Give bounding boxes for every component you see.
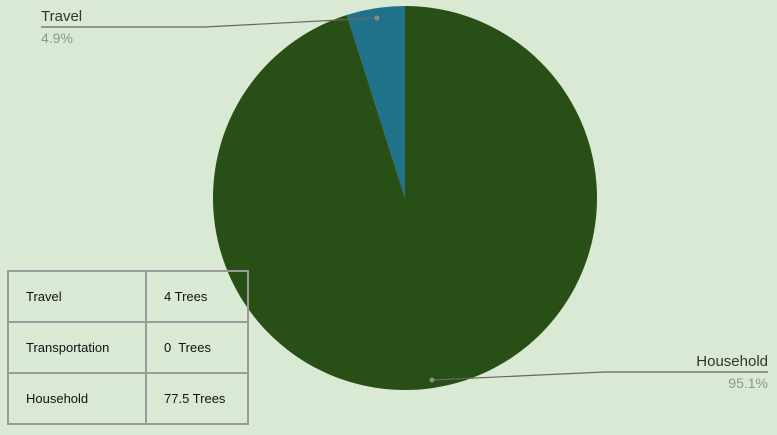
household-leader-dot xyxy=(429,377,435,383)
table-row: Travel 4 Trees xyxy=(7,270,249,323)
table-cell-category: Transportation xyxy=(7,321,147,374)
travel-leader-line xyxy=(41,17,378,28)
table-row: Transportation 0 Trees xyxy=(7,321,249,374)
summary-table: Travel 4 Trees Transportation 0 Trees Ho… xyxy=(7,270,249,425)
pie-slices xyxy=(213,6,597,391)
pie-slice-travel xyxy=(346,6,405,198)
travel-callout-label: Travel xyxy=(41,8,82,25)
household-leader-line xyxy=(431,371,768,381)
table-cell-value: 0 Trees xyxy=(145,321,249,374)
table-cell-value: 4 Trees xyxy=(145,270,249,323)
table-row: Household 77.5 Trees xyxy=(7,372,249,425)
travel-leader-dot xyxy=(374,15,380,21)
table-cell-category: Household xyxy=(7,372,147,425)
household-callout: Household 95.1% xyxy=(429,353,768,391)
household-callout-percent: 95.1% xyxy=(728,375,768,391)
table-cell-category: Travel xyxy=(7,270,147,323)
travel-callout-percent: 4.9% xyxy=(41,30,73,46)
household-callout-label: Household xyxy=(696,353,768,370)
pie-slice-household xyxy=(213,6,597,391)
table-cell-value: 77.5 Trees xyxy=(145,372,249,425)
travel-callout: Travel 4.9% xyxy=(41,8,380,46)
